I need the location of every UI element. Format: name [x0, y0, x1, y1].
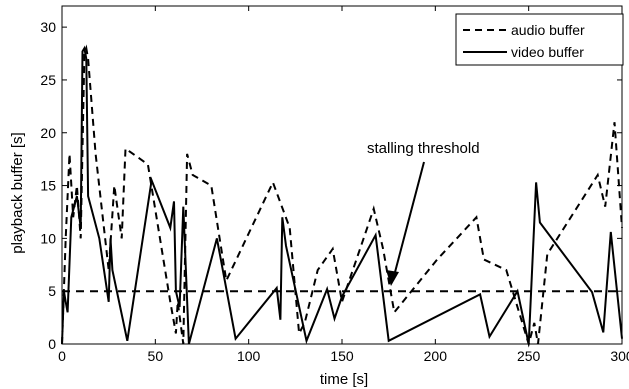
x-tick-label: 0 [58, 348, 66, 364]
y-axis-label: playback buffer [s] [9, 132, 26, 253]
plot-area: 0 50 100 150 200 250 300 0 5 10 15 20 25 30 [40, 5, 629, 364]
y-tick-label: 15 [40, 178, 56, 194]
y-tick-label: 25 [40, 72, 56, 88]
annotation-arrowhead [386, 270, 399, 286]
annotation-arrow-line [393, 161, 425, 277]
x-axis-label: time [s] [320, 371, 368, 388]
x-tick-label: 150 [330, 348, 354, 364]
threshold-annotation-text: stalling threshold [367, 140, 480, 157]
legend-video-label: video buffer [511, 44, 584, 60]
x-tick-label: 250 [517, 348, 541, 364]
x-tick-label: 300 [610, 348, 629, 364]
x-tick-label: 200 [424, 348, 448, 364]
y-tick-label: 10 [40, 230, 56, 246]
y-tick-label: 30 [40, 19, 56, 35]
x-tick-label: 100 [237, 348, 261, 364]
legend-box [455, 13, 624, 66]
y-tick-label: 0 [48, 336, 56, 352]
legend-audio-label: audio buffer [511, 22, 585, 38]
y-tick-label: 5 [48, 283, 56, 299]
audio-buffer-line [61, 44, 623, 348]
annotation: stalling threshold [367, 140, 480, 286]
legend: audio buffer video buffer [455, 13, 624, 66]
y-tick-label: 20 [40, 125, 56, 141]
x-tick-label: 50 [148, 348, 164, 364]
